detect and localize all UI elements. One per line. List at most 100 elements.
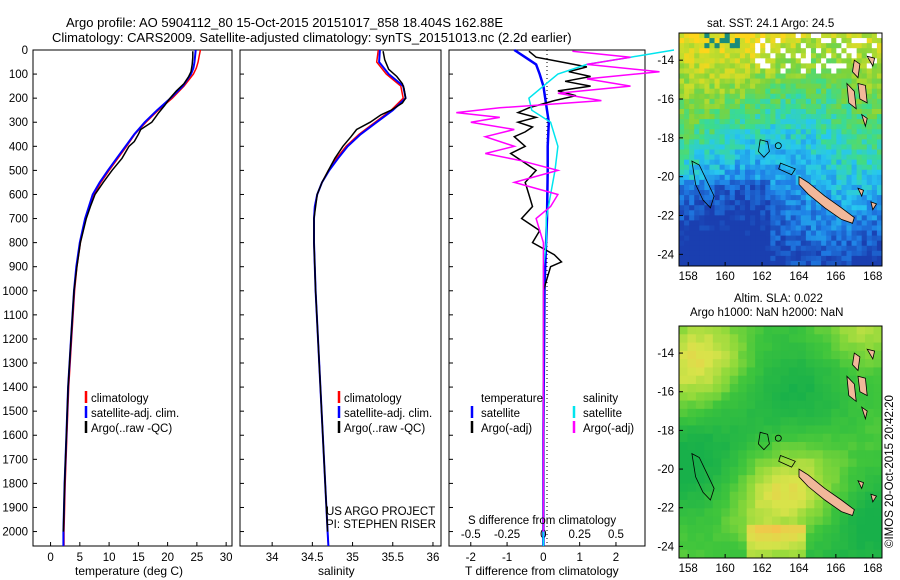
sst-cell [836,103,842,110]
sst-cell [689,200,695,206]
sla-cell [780,417,790,427]
sst-cell [831,78,837,85]
sla-cell [712,425,722,435]
sst-cell [790,68,797,75]
sst-cell [699,103,705,110]
sst-cell [760,73,766,80]
sst-cell [836,174,842,181]
sst-cell [810,154,817,161]
legend-label-s-satellite: satellite [583,408,622,420]
sst-cell [866,88,873,95]
sst-cell [836,255,842,262]
sla-cell [831,549,841,558]
sst-cell [699,174,705,181]
sst-cell [831,169,837,176]
sst-cell [785,124,792,130]
sla-cell [679,516,689,526]
sst-cell [866,200,873,206]
sst-cell [800,164,807,171]
sla-cell [822,508,832,518]
sst-cell [831,103,837,110]
sla-cell [856,533,866,543]
sst-cell [785,205,792,211]
sla-cell [738,375,748,385]
sla-cell [738,408,748,418]
sst-cell [699,215,705,222]
sst-cell [679,164,685,171]
sst-cell [739,98,746,105]
sst-cell [785,63,792,70]
sst-cell [795,179,802,186]
sst-cell [795,154,802,161]
s-x-tick-label: 0.25 [568,529,590,541]
sst-cell [876,98,882,105]
sla-cell [679,541,689,551]
sla-cell [721,342,731,352]
sst-cell [719,78,726,85]
sla-cell [695,408,705,418]
sst-cell [755,210,761,216]
sst-cell [785,98,792,105]
sst-cell [704,250,711,257]
sla-cell [763,491,773,501]
sla-cell [687,549,697,558]
sst-cell [744,124,751,130]
sst-cell [805,73,812,80]
lon-tick-label: 168 [863,271,882,283]
sla-cell [738,350,748,360]
sst-cell [790,114,797,120]
sst-cell [694,195,700,201]
sla-cell [814,326,824,335]
sst-cell [699,108,705,115]
sst-cell [876,38,882,44]
sst-cell [760,144,766,151]
sst-cell [800,225,807,232]
sst-cell [729,73,736,80]
sst-cell [866,184,873,191]
sla-cell [814,350,824,360]
sst-cell [719,119,726,125]
entrecasteaux-reef-outline [778,454,796,468]
sla-cell [679,392,689,402]
sst-cell [871,164,878,171]
sla-cell [763,367,773,377]
sst-cell [714,93,721,100]
sst-cell [780,245,787,252]
sla-cell [704,475,714,485]
sst-cell [866,129,873,135]
sst-cell [734,134,741,140]
sst-cell [871,103,878,110]
sst-cell [724,73,731,80]
sla-cell [873,466,882,476]
sst-cell [760,200,766,206]
sst-cell [719,93,726,100]
sst-cell [765,114,771,120]
sst-cell [699,149,705,156]
sst-cell [684,190,690,196]
sst-cell [800,159,807,166]
sla-cell [788,516,799,526]
sst-cell [734,139,741,146]
sst-cell [770,164,777,171]
temperature-legend: climatology satellite-adj. clim. Argo(..… [84,391,179,435]
sst-cell [800,215,807,222]
sst-cell [876,73,882,80]
sla-cell [839,408,849,418]
sst-cell [816,53,822,59]
x-tick-label: 35 [346,552,359,564]
sst-cell [876,220,882,227]
sst-cell [790,210,797,216]
sst-cell [765,179,771,186]
sst-cell [821,114,827,120]
sla-cell [856,458,866,468]
sst-cell [709,235,716,242]
sst-cell [724,78,731,85]
sst-cell [861,205,868,211]
sst-cell [846,68,853,75]
sst-cell [684,184,690,191]
sst-cell [734,169,741,176]
sla-cell [721,326,731,335]
sst-cell [821,260,827,266]
sst-cell [821,179,827,186]
sst-cell [755,88,761,95]
